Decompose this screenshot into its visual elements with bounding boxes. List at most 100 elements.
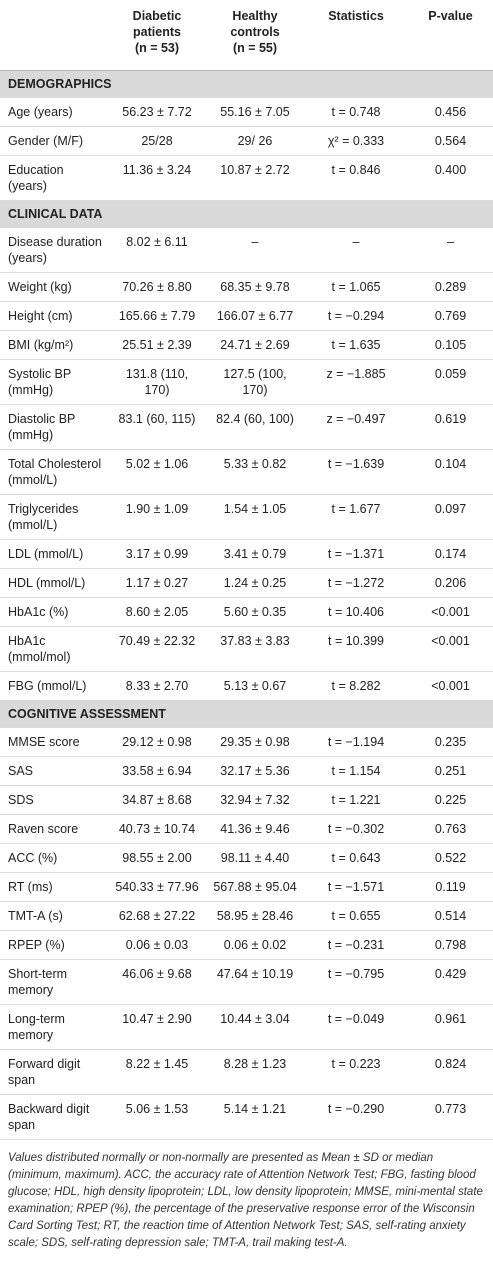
cell: 34.87 ± 8.68 [108,785,206,815]
cell: t = 0.748 [304,97,408,127]
data-row: HbA1c (mmol/mol) 70.49 ± 22.32 37.83 ± 3.8… [0,626,493,672]
cell: 5.60 ± 0.35 [206,597,304,627]
cell: 8.28 ± 1.23 [206,1049,304,1095]
cell: t = −1.371 [304,539,408,569]
section-title: DEMOGRAPHICS [0,70,493,98]
cell: 127.5 (100, 170) [206,359,304,405]
cell: 5.13 ± 0.67 [206,671,304,701]
cell: 165.66 ± 7.79 [108,301,206,331]
cell: 10.47 ± 2.90 [108,1004,206,1050]
cell: 0.429 [408,959,493,1005]
cell: 40.73 ± 10.74 [108,814,206,844]
section-title: CLINICAL DATA [0,200,493,228]
cell: 10.44 ± 3.04 [206,1004,304,1050]
cell: 5.06 ± 1.53 [108,1094,206,1140]
cell: t = −0.290 [304,1094,408,1140]
cell: 0.400 [408,155,493,201]
footnote: Values distributed normally or non-norma… [8,1152,483,1249]
data-row: Age (years) 56.23 ± 7.72 55.16 ± 7.05 t = 0… [0,97,493,127]
cell: 540.33 ± 77.96 [108,872,206,902]
cell: 0.206 [408,568,493,598]
cell: z = −0.497 [304,404,408,450]
header-line: Healthy controls [230,9,280,39]
row-label: HbA1c (mmol/mol) [0,626,108,672]
cell: 0.225 [408,785,493,815]
data-row: Long-term memory 10.47 ± 2.90 10.44 ± 3.04… [0,1004,493,1050]
column-header: Healthy controls (n = 55) [206,0,304,71]
cell: 29/ 26 [206,126,304,156]
row-label: Triglycerides (mmol/L) [0,494,108,540]
header-line: Diabetic patients [132,9,182,39]
cell: 1.90 ± 1.09 [108,494,206,540]
header-line: Statistics [328,9,384,23]
data-row: SDS 34.87 ± 8.68 32.94 ± 7.32 t = 1.221 0.22… [0,785,493,815]
cell: 0.104 [408,449,493,495]
cell: 567.88 ± 95.04 [206,872,304,902]
cell: 0.06 ± 0.03 [108,930,206,960]
section-title: COGNITIVE ASSESSMENT [0,700,493,728]
data-row: Triglycerides (mmol/L) 1.90 ± 1.09 1.54 ± … [0,494,493,540]
cell: t = −1.194 [304,727,408,757]
data-row: Short-term memory 46.06 ± 9.68 47.64 ± 10.… [0,959,493,1005]
cell: 32.94 ± 7.32 [206,785,304,815]
section-row: COGNITIVE ASSESSMENT [0,700,493,728]
column-header: Diabetic patients (n = 53) [108,0,206,71]
cell: 1.24 ± 0.25 [206,568,304,598]
cell: 41.36 ± 9.46 [206,814,304,844]
cell: 98.11 ± 4.40 [206,843,304,873]
cell: t = 8.282 [304,671,408,701]
cell: <0.001 [408,626,493,672]
cell: 0.235 [408,727,493,757]
cell: χ² = 0.333 [304,126,408,156]
row-label: HbA1c (%) [0,597,108,627]
cell: t = 10.406 [304,597,408,627]
cell: 70.49 ± 22.32 [108,626,206,672]
cell: 8.22 ± 1.45 [108,1049,206,1095]
cell: t = −0.049 [304,1004,408,1050]
cell: 0.961 [408,1004,493,1050]
cell: 47.64 ± 10.19 [206,959,304,1005]
data-row: MMSE score 29.12 ± 0.98 29.35 ± 0.98 t = −1… [0,727,493,757]
cell: t = 0.846 [304,155,408,201]
cell: 0.06 ± 0.02 [206,930,304,960]
data-row: Total Cholesterol (mmol/L) 5.02 ± 1.06 5.3… [0,449,493,495]
cell: 1.54 ± 1.05 [206,494,304,540]
header-line: P-value [428,9,473,23]
cell: z = −1.885 [304,359,408,405]
row-label: Diastolic BP (mmHg) [0,404,108,450]
cell: 83.1 (60, 115) [108,404,206,450]
cell: 10.87 ± 2.72 [206,155,304,201]
cell: t = −1.639 [304,449,408,495]
data-row: Backward digit span 5.06 ± 1.53 5.14 ± 1.2… [0,1094,493,1140]
header-line: (n = 53) [134,41,180,55]
row-label: Education (years) [0,155,108,201]
cell: 82.4 (60, 100) [206,404,304,450]
cell: 0.763 [408,814,493,844]
row-label: ACC (%) [0,843,108,873]
cell: t = −1.571 [304,872,408,902]
cell: t = −0.302 [304,814,408,844]
row-label: Height (cm) [0,301,108,331]
cell: 8.60 ± 2.05 [108,597,206,627]
cell: 3.17 ± 0.99 [108,539,206,569]
header-line: (n = 55) [232,41,278,55]
data-row: Raven score 40.73 ± 10.74 41.36 ± 9.46 t = … [0,814,493,844]
cell: t = −0.294 [304,301,408,331]
header-blank [0,0,108,71]
cell: t = 0.223 [304,1049,408,1095]
cell: t = −1.272 [304,568,408,598]
data-row: LDL (mmol/L) 3.17 ± 0.99 3.41 ± 0.79 t = −1… [0,539,493,569]
data-row: Gender (M/F) 25/28 29/ 26 χ² = 0.333 0.564 [0,126,493,156]
data-row: HbA1c (%) 8.60 ± 2.05 5.60 ± 0.35 t = 10.40… [0,597,493,627]
data-row: Systolic BP (mmHg) 131.8 (110, 170) 127.5 … [0,359,493,405]
row-label: Systolic BP (mmHg) [0,359,108,405]
data-row: Education (years) 11.36 ± 3.24 10.87 ± 2.7… [0,155,493,201]
row-label: Total Cholesterol (mmol/L) [0,449,108,495]
section-row: DEMOGRAPHICS [0,70,493,98]
cell: 0.105 [408,330,493,360]
cell: 0.522 [408,843,493,873]
data-row: Weight (kg) 70.26 ± 8.80 68.35 ± 9.78 t = 1… [0,272,493,302]
cell: 5.14 ± 1.21 [206,1094,304,1140]
section-row: CLINICAL DATA [0,200,493,228]
